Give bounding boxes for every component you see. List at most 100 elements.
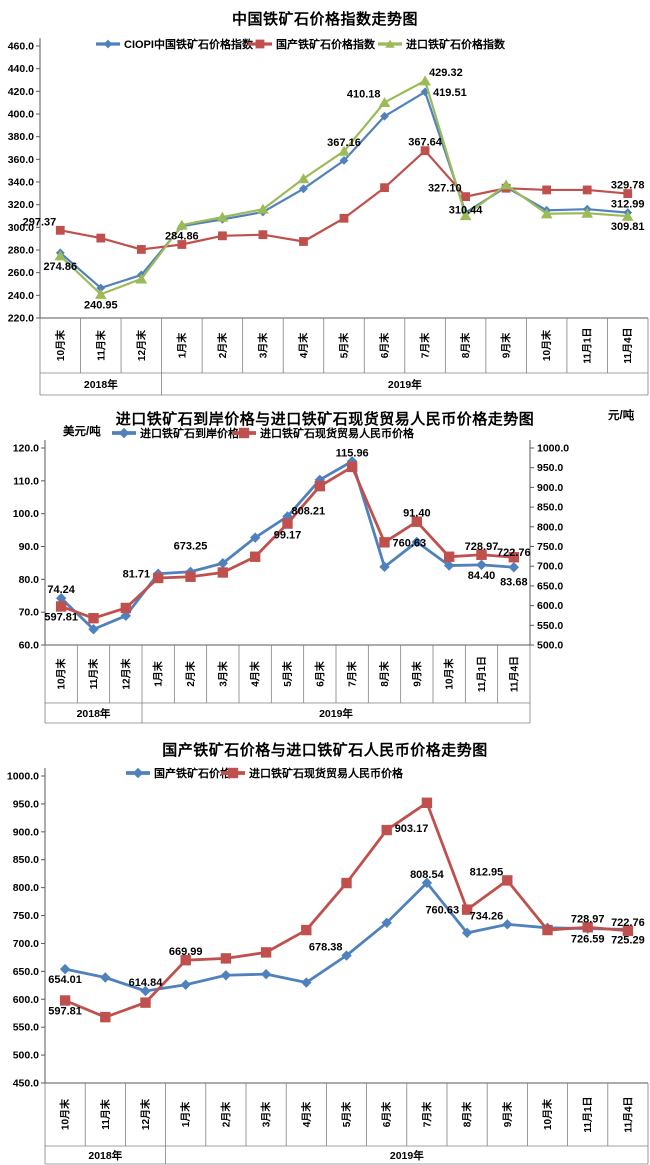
point-label: 722.76	[497, 547, 531, 559]
x-axis-table: 10月末 11月末 12月末 1月末 2月末 3月末 4月末 5月末 6月末 7月末 8月末 9月末 1…	[39, 317, 649, 396]
data-point-diamond-marker	[217, 558, 229, 569]
data-point-square-marker	[258, 230, 268, 240]
data-point-diamond-marker	[380, 111, 389, 121]
chart-block-domestic-vs-import-rmb: 国产铁矿石价格与进口铁矿石人民币价格走势图 国产铁矿石价格 进口铁矿石现货贸易人民…	[0, 728, 650, 1165]
point-label: 673.25	[174, 541, 208, 553]
data-point-square-marker	[282, 518, 293, 529]
y-tick-label: 80.0	[19, 574, 40, 586]
data-point-square-marker	[502, 875, 513, 886]
y-tick-label: 550.0	[537, 620, 563, 632]
point-label: 284.86	[165, 230, 199, 242]
y-tick-label: 340.0	[8, 177, 34, 189]
category-label: 1月末	[179, 1101, 192, 1128]
data-point-square-marker	[120, 602, 132, 614]
category-label: 3月末	[216, 660, 229, 687]
legend-item-0: 进口铁矿石到岸价格	[112, 426, 240, 440]
data-point-square-marker	[380, 183, 389, 193]
data-point-diamond-marker	[59, 963, 71, 975]
category-label: 11月1日	[582, 1096, 594, 1132]
y-axis-left: 120.0 110.0 100.0 90.0 80.0 70.0 60.0 美元/吨	[13, 424, 101, 652]
y-tick-label: 90.0	[19, 541, 40, 553]
data-point-diamond-marker	[299, 184, 308, 194]
point-label: 725.29	[611, 934, 645, 946]
point-label: 309.81	[611, 221, 645, 233]
data-point-square-marker	[220, 953, 232, 964]
category-label: 2月末	[216, 332, 229, 359]
legend-label: 国产铁矿石价格指数	[276, 37, 376, 51]
legend-item-0: 国产铁矿石价格	[126, 766, 232, 780]
y-tick-label: 420.0	[8, 86, 34, 98]
category-label: 6月末	[313, 660, 326, 687]
data-point-square-marker	[152, 572, 164, 584]
series-line	[60, 465, 514, 620]
category-label: 3月末	[260, 1101, 273, 1128]
y-tick-label: 650.0	[537, 580, 563, 592]
category-label: 10月末	[541, 1098, 554, 1130]
data-point-diamond-marker	[220, 970, 232, 981]
category-label: 4月末	[300, 1101, 313, 1128]
y-tick-label: 900.0	[537, 482, 563, 494]
point-label: 808.54	[410, 869, 445, 881]
point-label: 722.76	[611, 917, 645, 929]
legend-label: 进口铁矿石价格指数	[406, 37, 506, 51]
y-tick-label: 120.0	[13, 443, 39, 455]
category-label: 11月4日	[622, 1096, 634, 1132]
data-point-square-marker	[177, 240, 187, 249]
left-axis-unit-label: 美元/吨	[63, 424, 101, 438]
y-tick-label: 750.0	[13, 910, 39, 922]
category-label: 11月4日	[508, 656, 520, 692]
y-tick-label: 450.0	[13, 1078, 39, 1090]
point-label: 429.32	[429, 67, 463, 79]
y-tick-label: 440.0	[8, 63, 34, 75]
point-label: 367.64	[408, 137, 443, 149]
category-label: 9月末	[501, 1101, 514, 1128]
point-label: 99.17	[274, 529, 302, 541]
category-label: 4月末	[249, 660, 262, 687]
y-tick-label: 60.0	[19, 640, 40, 652]
data-point-triangle-marker	[135, 273, 148, 284]
y-tick-label: 220.0	[8, 313, 34, 325]
data-point-triangle-marker	[459, 210, 472, 221]
chart-legend: 进口铁矿石到岸价格 进口铁矿石现货贸易人民币价格	[112, 426, 415, 440]
legend-item-1: 进口铁矿石现货贸易人民币价格	[221, 766, 404, 780]
chart-block-import-cfr-vs-rmb: 进口铁矿石到岸价格与进口铁矿石现货贸易人民币价格走势图 进口铁矿石到岸价格 进口铁…	[0, 403, 650, 728]
data-point-square-marker	[542, 185, 552, 195]
category-label: 12月末	[119, 657, 132, 689]
chart2-canvas-import-price: 进口铁矿石到岸价格 进口铁矿石现货贸易人民币价格 120.0 110.0 100.0 90…	[13, 408, 635, 724]
data-point-square-marker	[461, 904, 473, 915]
point-label: 654.01	[48, 974, 82, 986]
data-point-triangle-marker	[338, 145, 350, 156]
data-point-square-marker	[136, 245, 146, 254]
point-label: 274.86	[43, 261, 77, 273]
data-point-triangle-marker	[419, 75, 431, 86]
y-tick-label: 320.0	[8, 199, 34, 211]
chart2-title: 进口铁矿石到岸价格与进口铁矿石现货贸易人民币价格走势图	[115, 411, 535, 428]
legend-square-marker-icon	[227, 767, 239, 779]
line-series-1	[55, 146, 633, 254]
year-label: 2019年	[388, 378, 422, 391]
data-point-square-marker	[96, 233, 106, 243]
data-point-square-marker	[461, 192, 470, 202]
y-tick-label: 110.0	[13, 475, 39, 487]
point-label: 419.51	[433, 87, 467, 99]
data-point-square-marker	[249, 551, 261, 562]
y-tick-label: 600.0	[537, 600, 563, 612]
category-label: 10月末	[54, 329, 67, 361]
x-axis-table: 10月末 11月末 12月末 1月末 2月末 3月末 4月末 5月末 6月末 7月末 8月末 9月末 1…	[44, 644, 531, 724]
category-label: 7月末	[419, 332, 432, 359]
data-point-triangle-marker	[257, 203, 269, 214]
chart-legend: 国产铁矿石价格 进口铁矿石现货贸易人民币价格	[126, 766, 404, 780]
legend-item-0: CIOPI中国铁矿石价格指数	[96, 37, 254, 51]
y-tick-label: 800.0	[13, 882, 39, 894]
data-point-diamond-marker	[508, 562, 520, 573]
data-point-square-marker	[443, 551, 455, 562]
point-labels: 74.24 597.81 81.71 673.25 808.21 99.17 115.96 7…	[44, 447, 530, 623]
y-tick-label: 500.0	[537, 640, 563, 652]
y-tick-label: 280.0	[8, 245, 34, 257]
legend-label: 进口铁矿石到岸价格	[140, 426, 240, 440]
category-label: 8月末	[459, 332, 472, 359]
data-point-square-marker	[339, 213, 349, 223]
y-tick-label: 950.0	[537, 462, 563, 474]
category-label: 12月末	[135, 329, 148, 361]
data-point-diamond-marker	[260, 968, 272, 980]
